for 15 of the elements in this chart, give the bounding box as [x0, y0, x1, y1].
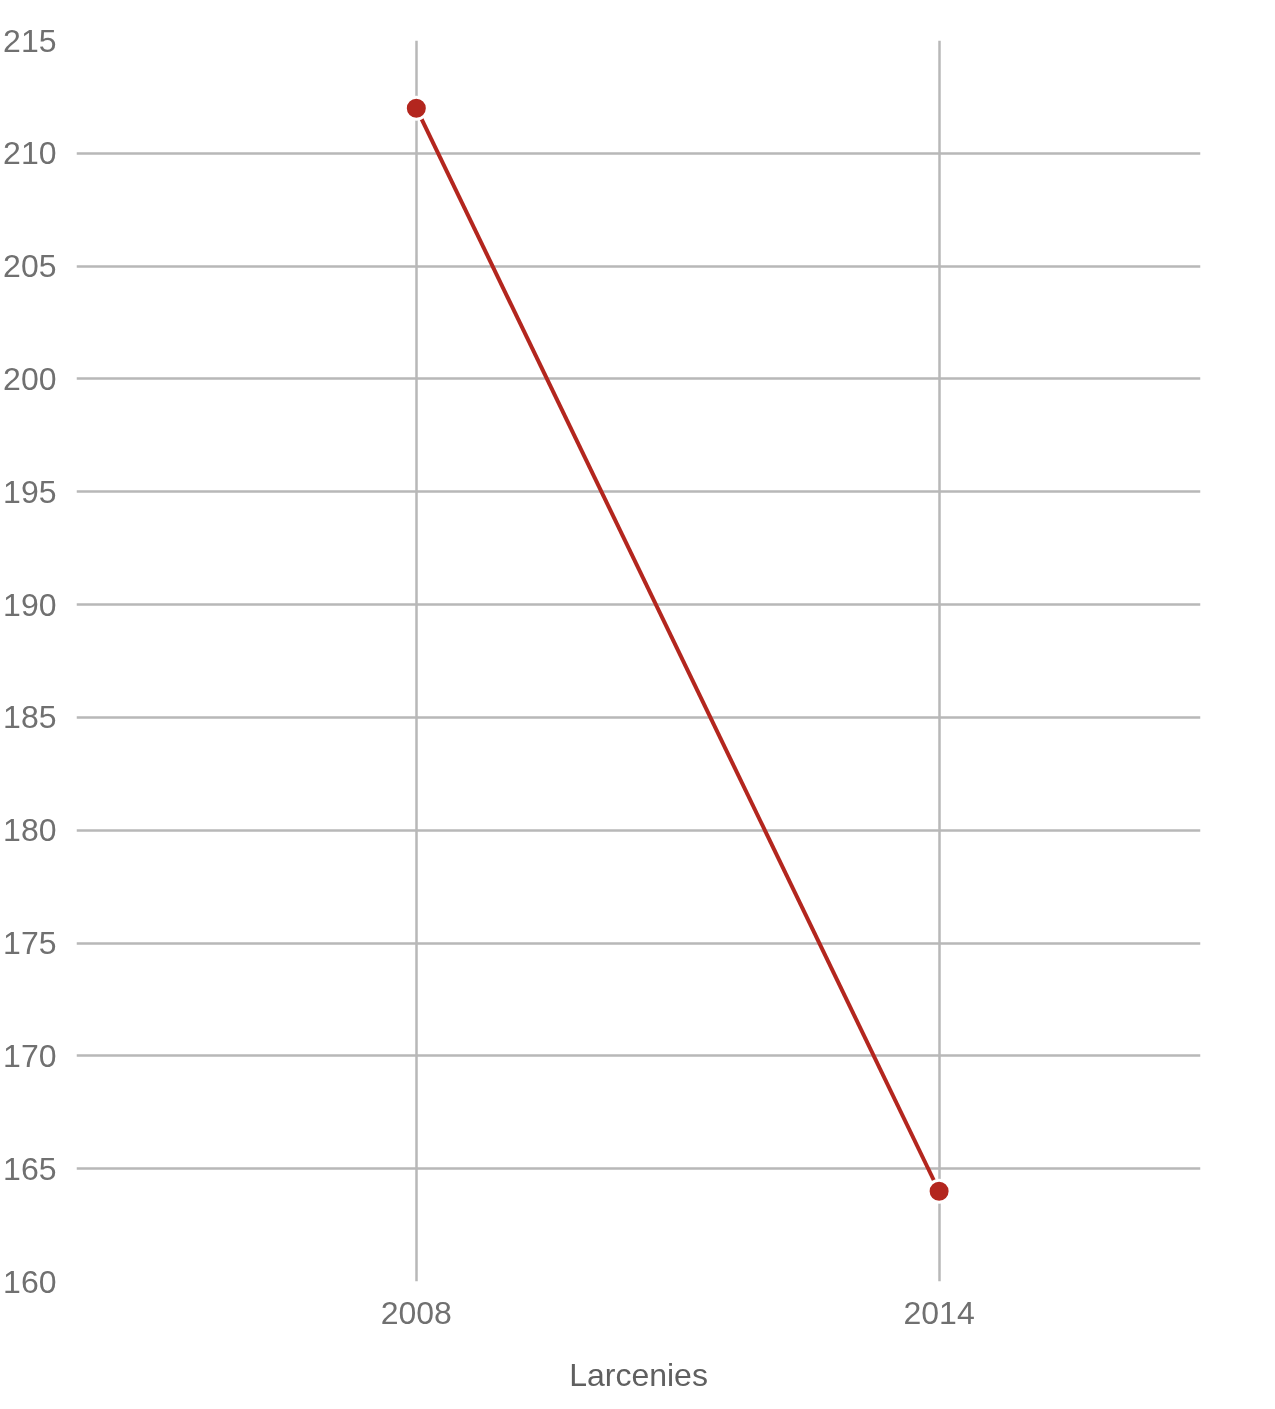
- y-tick-label: 180: [3, 812, 57, 849]
- x-axis-title: Larcenies: [569, 1356, 708, 1393]
- y-tick-label: 185: [3, 699, 57, 736]
- x-tick-label: 2014: [903, 1294, 975, 1331]
- y-tick-label: 210: [3, 135, 57, 172]
- y-tick-label: 195: [3, 473, 57, 510]
- y-tick-label: 205: [3, 248, 57, 285]
- y-tick-label: 215: [3, 22, 57, 59]
- y-tick-label: 170: [3, 1037, 57, 1074]
- y-tick-label: 165: [3, 1150, 57, 1187]
- y-tick-label: 160: [3, 1263, 57, 1300]
- y-tick-label: 200: [3, 360, 57, 397]
- y-tick-label: 190: [3, 586, 57, 623]
- x-tick-label: 2008: [380, 1294, 452, 1331]
- y-tick-label: 175: [3, 925, 57, 962]
